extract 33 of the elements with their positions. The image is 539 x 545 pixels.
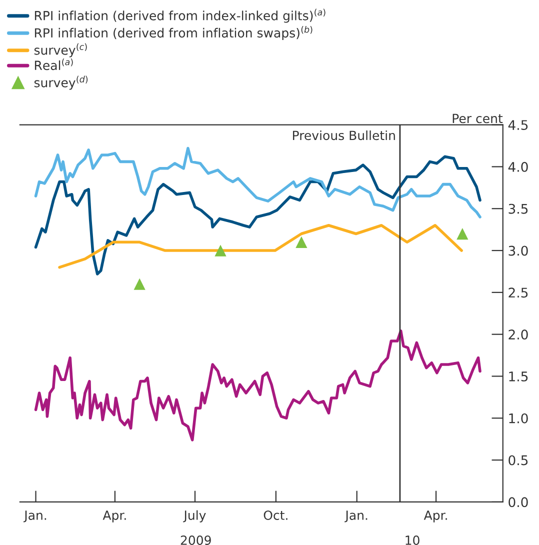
line-series [34,146,482,218]
y-tick-label: 1.5 [509,372,528,382]
x-tick-label: Jan. [344,510,368,522]
legend-label: survey$^{(c)}$ [34,43,87,58]
y-tick-label: 4.0 [508,162,528,172]
x2-tick-label: 2009 [180,536,211,545]
x-tick-label: Jan. [24,510,46,522]
y-tick-label: 3.5 [508,204,528,214]
legend-label: survey$^{(d)}$ [34,76,88,90]
legend-label: RPI inflation (derived from inflation swaps)$^{(b)}$ [34,26,312,40]
ref-line-label: Previous Bulletin [292,130,395,140]
y-tick-label: 1.0 [509,413,528,424]
x2-tick-label: 10 [406,536,420,545]
x-tick-label: Oct. [264,510,288,520]
line-series [34,155,482,276]
x-tick-label: Apr. [102,510,126,522]
point [134,278,146,290]
point [456,228,468,240]
y-tick-label: 2.0 [508,330,528,340]
point [214,244,226,256]
legend-label: RPI inflation (derived from index-linked gilts)$^{(a)}$ [34,8,326,23]
y-tick-label: 3.0 [508,246,528,256]
y-tick-label: 0.0 [508,497,528,508]
line-series [34,330,482,442]
legend-label: Real$^{(a)}$ [34,58,73,70]
y-tick-label: 0.5 [508,455,528,466]
y-axis-title: Per cent [452,114,503,124]
y-tick-label: 4.5 [508,120,528,130]
point [296,236,308,248]
line-series [58,224,463,269]
y-tick-label: 2.5 [508,288,528,298]
x-tick-label: Apr. [424,510,447,522]
x-tick-label: July [183,510,206,522]
